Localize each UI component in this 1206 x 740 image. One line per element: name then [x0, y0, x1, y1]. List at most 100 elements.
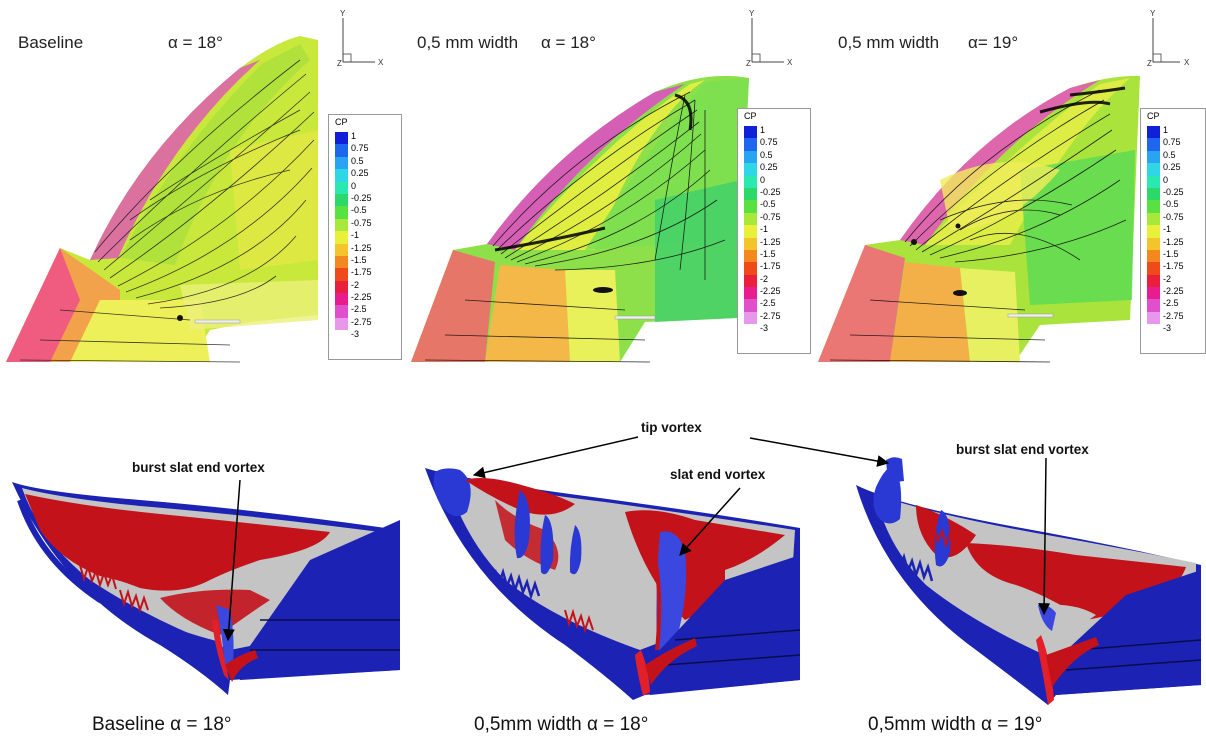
- axis-x-label: X: [787, 58, 793, 67]
- caption-baseline-18: Baseline α = 18°: [92, 714, 232, 735]
- cp-level-label: -0.75: [760, 211, 781, 222]
- cp-colorbar: [744, 126, 757, 337]
- panel-title-alpha: α = 18°: [168, 33, 223, 52]
- cp-swatch: [1147, 212, 1160, 226]
- cp-swatch: [744, 262, 757, 275]
- cp-level-label: -2.75: [1163, 310, 1184, 321]
- cp-swatch: [1147, 187, 1160, 201]
- cp-swatch: [1147, 163, 1160, 176]
- cp-level-label: 0.75: [1163, 137, 1181, 148]
- cp-swatch: [744, 299, 757, 312]
- cp-swatch: [1147, 225, 1160, 238]
- cp-level-label: -3: [760, 323, 769, 334]
- cp-swatch: [1147, 324, 1160, 337]
- cp-level-label: -1: [351, 230, 360, 241]
- cp-level-label: -1: [760, 224, 769, 235]
- cp-level-label: -3: [1163, 323, 1172, 334]
- axes-triad-icon: Y X Z: [337, 9, 384, 68]
- cp-swatch: [744, 138, 757, 151]
- cp-swatch: [1147, 237, 1160, 250]
- cp-swatch: [335, 218, 348, 232]
- cp-swatch: [1147, 138, 1160, 151]
- cp-legend-labels: 1 0.75 0.5 0.25 0 -0.25 -0.5 -0.75 -1 -1…: [760, 124, 781, 335]
- cp-level-label: 0.5: [1163, 149, 1176, 160]
- cp-level-label: -2.25: [351, 292, 372, 303]
- cp-level-label: 0.75: [351, 143, 369, 154]
- cp-level-label: -0.25: [351, 192, 372, 203]
- wing-cp-contour: [818, 75, 1140, 363]
- axis-x-label: X: [1184, 58, 1190, 67]
- cp-swatch: [335, 317, 348, 331]
- cp-level-label: -1.25: [760, 236, 781, 247]
- cp-swatch: [335, 132, 348, 145]
- axis-y-label: Y: [749, 9, 755, 18]
- cp-swatch: [1147, 287, 1160, 300]
- cp-level-label: 1: [1163, 125, 1169, 135]
- cp-level-label: -0.75: [351, 217, 372, 228]
- cp-level-label: -0.25: [760, 186, 781, 197]
- isosurface-baseline-18: [12, 482, 400, 695]
- cp-swatch: [744, 225, 757, 238]
- cp-legend: CP 1 0.75 0.5 0.25 0 -0.25: [1140, 108, 1206, 354]
- isosurface-05mm-18: [425, 468, 801, 700]
- cp-level-label: -2.5: [1163, 298, 1179, 309]
- cp-level-label: 0: [351, 180, 357, 191]
- axis-z-label: Z: [337, 59, 342, 68]
- cp-legend: CP 1 0.75 0.5 0.25 0 -0.25: [737, 108, 811, 354]
- cp-swatch: [335, 181, 348, 194]
- cp-level-label: -2.75: [351, 316, 372, 327]
- label-slat-end-vortex: slat end vortex: [670, 467, 766, 482]
- cp-swatch: [335, 193, 348, 207]
- cp-level-label: 0: [760, 174, 766, 185]
- cp-swatch: [1147, 274, 1160, 288]
- cp-swatch: [744, 249, 757, 263]
- cp-swatch: [1147, 311, 1160, 325]
- cp-swatch: [335, 144, 348, 157]
- wing-cp-contour: [6, 36, 318, 363]
- wing-cp-contour: [411, 75, 749, 363]
- cp-colorbar: [1147, 126, 1160, 337]
- surface-panel-baseline-18: Baseline α = 18° Y X Z: [0, 0, 405, 375]
- cp-level-label: -2: [760, 273, 769, 284]
- cp-level-label: 0.25: [1163, 162, 1181, 173]
- cp-swatch: [1147, 200, 1160, 213]
- cp-swatch: [335, 268, 348, 281]
- panel-title-alpha: α = 18°: [541, 33, 596, 52]
- cp-level-label: -1.5: [351, 254, 367, 265]
- cp-swatch: [744, 274, 757, 288]
- cp-colorbar: [335, 132, 348, 343]
- surface-panel-05mm-19: 0,5 mm width α= 19° Y X Z: [810, 0, 1206, 375]
- cp-swatch: [335, 156, 348, 170]
- cp-level-label: -2.75: [760, 310, 781, 321]
- cp-swatch: [744, 163, 757, 176]
- cp-swatch: [744, 287, 757, 300]
- cp-swatch: [1147, 262, 1160, 275]
- axes-triad-icon: Y X Z: [746, 9, 793, 68]
- cp-swatch: [744, 150, 757, 164]
- cp-swatch: [335, 305, 348, 318]
- cp-level-label: -1.75: [351, 267, 372, 278]
- cp-swatch: [1147, 299, 1160, 312]
- cp-swatch: [744, 324, 757, 337]
- label-tip-vortex: tip vortex: [641, 420, 702, 435]
- cp-swatch: [744, 237, 757, 250]
- surface-panel-05mm-18: 0,5 mm width α = 18° Y X Z: [405, 0, 811, 375]
- panel-title-condition: Baseline: [18, 33, 84, 52]
- cp-swatch: [335, 255, 348, 269]
- panel-title-condition: 0,5 mm width: [838, 33, 940, 52]
- cp-level-label: -1: [1163, 224, 1172, 235]
- cp-swatch: [335, 330, 348, 343]
- cp-legend-title: CP: [335, 117, 348, 127]
- panel-title-alpha: α= 19°: [968, 33, 1019, 52]
- cp-level-label: -0.5: [1163, 199, 1179, 210]
- cp-level-label: -2: [351, 279, 360, 290]
- axes-triad-icon: Y X Z: [1147, 9, 1190, 68]
- cp-level-label: -1.75: [760, 261, 781, 272]
- cp-level-label: -1.25: [351, 242, 372, 253]
- cp-swatch: [744, 311, 757, 325]
- cp-swatch: [744, 187, 757, 201]
- cp-level-label: -0.25: [1163, 186, 1184, 197]
- cp-level-label: 1: [351, 131, 357, 141]
- cp-level-label: -2: [1163, 273, 1172, 284]
- cp-level-label: 0.75: [760, 137, 778, 148]
